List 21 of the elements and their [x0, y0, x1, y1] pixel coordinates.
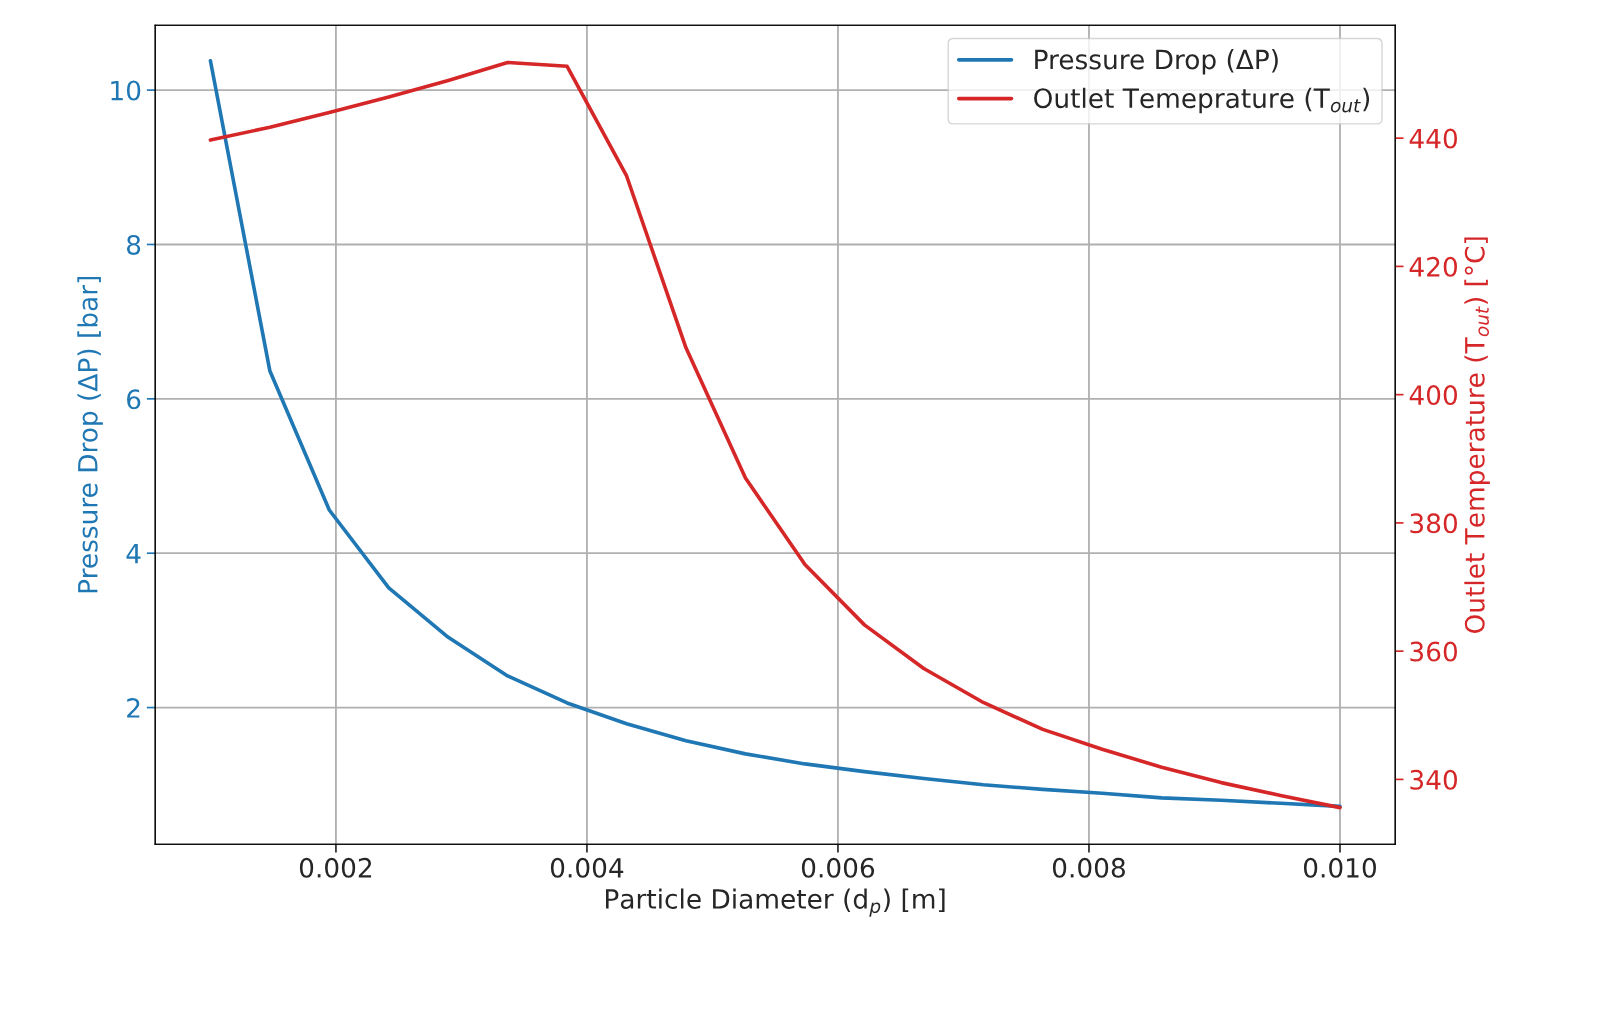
y2-tick-label: 420 [1409, 256, 1458, 277]
x-tick-label: 0.008 [1052, 857, 1125, 878]
x-tick-label: 0.010 [1303, 857, 1376, 878]
legend-label: Outlet Temeprature (T$_{out}$) [1034, 87, 1370, 114]
y2-tick-label: 400 [1409, 385, 1458, 406]
y-tick-label: 4 [126, 543, 141, 564]
y2-tick-label: 440 [1409, 128, 1458, 149]
y2-tick-label: 360 [1410, 641, 1458, 662]
legend-label: Pressure Drop (ΔP) [1035, 49, 1278, 75]
y-tick-label: 6 [127, 389, 141, 410]
x-tick-label: 0.004 [550, 857, 624, 878]
y2-tick-label: 340 [1410, 769, 1458, 790]
y-axis-title: Pressure Drop (ΔP) [bar] [77, 276, 103, 593]
y2-tick-label: 380 [1410, 513, 1458, 534]
x-tick-label: 0.006 [801, 857, 875, 878]
y-tick-label: 8 [127, 234, 141, 255]
x-tick-label: 0.002 [299, 857, 372, 878]
x-axis-title: Particle Diameter (d$_{p}$) [m] [606, 888, 945, 917]
y2-axis-title: Outlet Temperature (T$_{out}$) [°C] [1464, 237, 1490, 634]
y-tick-label: 10 [111, 80, 141, 101]
y-tick-label: 2 [127, 698, 140, 718]
